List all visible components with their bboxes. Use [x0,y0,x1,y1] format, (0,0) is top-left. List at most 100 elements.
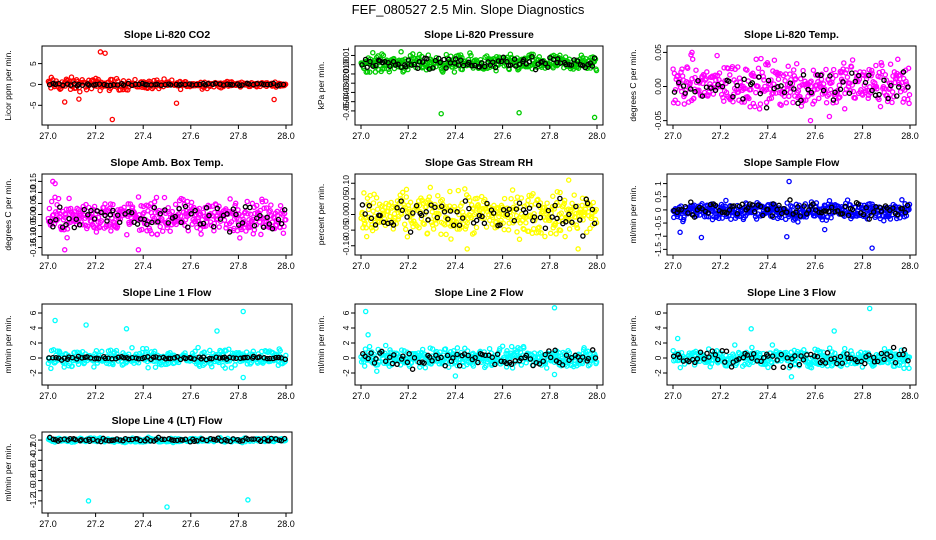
data-point-hourly [176,205,182,212]
data-point-hourly [392,62,399,68]
data-point-all [371,191,377,197]
data-point-all [566,56,573,62]
data-point-outlier [674,335,681,342]
data-point-all [402,226,409,233]
data-point-all [765,364,771,371]
data-point-all [544,200,550,206]
data-point-hourly [260,224,267,230]
data-point-outlier [97,49,104,55]
data-point-all [749,344,755,351]
data-point-all [385,208,391,215]
y-axis-label: ml/min per min. [316,315,326,373]
data-point-all [447,188,453,195]
data-point-all [670,66,676,72]
data-point-hourly [708,85,714,91]
x-tick-label: 27.0 [664,261,682,271]
data-point-hourly [894,93,900,99]
data-point-all [246,224,253,231]
data-point-hourly [469,63,475,69]
data-point-all [841,60,847,66]
data-point-hourly [141,216,148,223]
x-tick-label: 27.6 [182,261,200,271]
data-point-hourly [888,82,894,89]
data-point-all [177,86,184,93]
data-point-all [403,186,410,193]
data-point-all [468,52,474,59]
data-point-all [797,76,804,82]
data-point-all [454,345,461,351]
data-point-all [455,187,462,194]
data-point-outlier [698,234,705,241]
x-tick-label: 27.0 [664,391,682,401]
chart-title: Slope Line 1 Flow [123,287,213,299]
x-tick-label: 27.2 [399,391,417,401]
data-point-hourly [842,203,849,210]
data-point-all [906,91,913,98]
data-point-all [46,205,53,212]
data-point-all [245,210,251,217]
data-point-all [879,62,885,69]
data-point-hourly [411,61,418,68]
data-point-all [369,227,376,234]
x-tick-label: 27.2 [87,131,105,141]
data-point-all [421,221,427,227]
data-point-hourly [98,209,104,216]
data-point-hourly [224,211,230,217]
y-tick-label: 0.10 [28,184,38,201]
data-point-all [579,202,585,209]
data-point-all [763,86,770,93]
data-point-hourly [692,88,698,95]
data-point-hourly [532,66,539,73]
data-point-all [795,88,802,94]
data-point-all [426,194,433,200]
data-point-hourly [149,219,155,226]
data-point-hourly [202,82,209,88]
data-point-all [102,201,108,207]
page-title: FEF_080527 2.5 Min. Slope Diagnostics [351,2,585,17]
data-point-hourly [796,361,803,368]
data-point-outlier [135,247,142,253]
data-point-hourly [852,78,859,85]
data-point-all [386,68,393,75]
data-point-hourly [415,65,421,72]
data-point-hourly [197,221,203,227]
data-point-hourly [712,87,719,94]
data-point-all [68,74,75,80]
data-point-all [438,231,444,237]
data-point-all [95,76,101,83]
data-point-all [161,194,168,201]
data-point-all [69,363,75,369]
data-point-hourly [749,80,756,86]
x-tick-label: 27.6 [494,391,512,401]
chart-title: Slope Gas Stream RH [425,157,533,169]
data-point-hourly [778,83,784,89]
data-point-outlier [214,328,220,334]
data-point-hourly [901,347,908,353]
y-tick-label: 5 [28,61,38,66]
plot-frame [666,45,917,126]
y-tick-label: 2 [28,340,38,345]
data-point-hourly [715,81,721,88]
data-point-all [486,345,493,352]
data-point-all [906,100,912,107]
data-point-all [282,81,289,87]
data-point-outlier [551,371,558,378]
data-point-all [253,202,260,209]
data-point-all [887,216,894,222]
data-point-all [79,221,86,228]
data-point-hourly [723,348,730,354]
data-point-all [85,223,91,229]
data-point-all [238,226,245,233]
data-point-outlier [438,110,444,117]
data-point-hourly [771,364,777,371]
y-tick-label: 2 [653,340,663,345]
data-point-all [782,78,788,84]
data-point-all [518,195,525,201]
data-point-all [223,225,229,231]
data-point-all [877,74,883,80]
data-point-all [401,221,408,227]
data-point-outlier [240,308,246,315]
data-point-hourly [542,60,549,67]
